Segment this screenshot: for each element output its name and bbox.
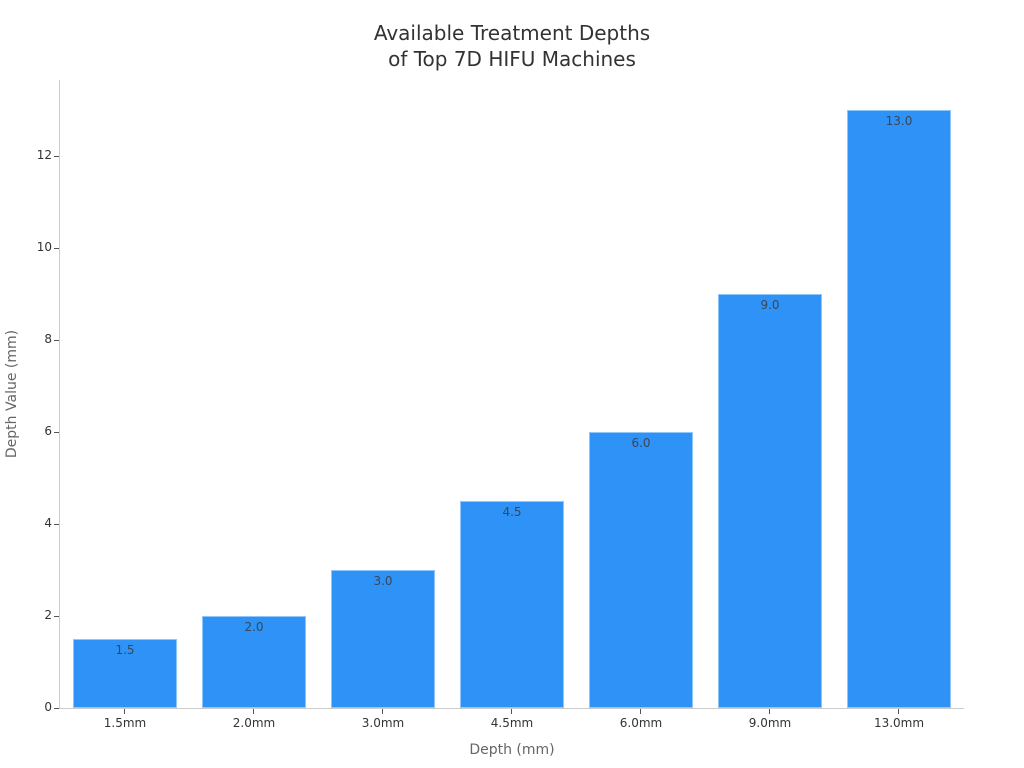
bar-3-0mm: 3.0 xyxy=(331,570,435,708)
y-tick-label: 12 xyxy=(36,148,52,162)
x-tick-label: 6.0mm xyxy=(619,716,663,730)
y-tick xyxy=(54,708,59,709)
x-tick xyxy=(511,709,512,714)
y-tick xyxy=(54,248,59,249)
y-tick-label: 4 xyxy=(44,516,52,530)
bar-value-label: 1.5 xyxy=(115,643,135,657)
y-tick-label: 0 xyxy=(44,700,52,714)
y-axis-title: Depth Value (mm) xyxy=(4,329,20,459)
bar-2-0mm: 2.0 xyxy=(202,616,306,708)
x-tick-label: 4.5mm xyxy=(490,716,534,730)
y-tick-label: 2 xyxy=(44,608,52,622)
y-axis-line xyxy=(59,80,60,709)
bar-value-label: 9.0 xyxy=(760,298,780,312)
y-tick-label: 10 xyxy=(36,240,52,254)
bar-value-label: 6.0 xyxy=(631,436,651,450)
bar-4-5mm: 4.5 xyxy=(460,501,564,708)
x-axis-line xyxy=(59,708,964,709)
chart-title-line-2: of Top 7D HIFU Machines xyxy=(388,47,636,71)
x-tick xyxy=(640,709,641,714)
y-tick xyxy=(54,432,59,433)
y-tick xyxy=(54,524,59,525)
y-tick-label: 8 xyxy=(44,332,52,346)
x-tick-label: 13.0mm xyxy=(873,716,925,730)
y-tick xyxy=(54,340,59,341)
x-tick xyxy=(124,709,125,714)
x-tick xyxy=(898,709,899,714)
x-tick xyxy=(253,709,254,714)
bar-value-label: 3.0 xyxy=(373,574,393,588)
bar-6-0mm: 6.0 xyxy=(589,432,693,708)
bar-13-0mm: 13.0 xyxy=(847,110,951,708)
bar-value-label: 13.0 xyxy=(885,114,913,128)
x-tick-label: 2.0mm xyxy=(232,716,276,730)
bar-value-label: 2.0 xyxy=(244,620,264,634)
x-axis-title: Depth (mm) xyxy=(469,742,555,758)
x-tick-label: 1.5mm xyxy=(103,716,147,730)
x-tick-label: 9.0mm xyxy=(748,716,792,730)
chart-title: Available Treatment Depths of Top 7D HIF… xyxy=(0,20,1024,72)
y-tick-label: 6 xyxy=(44,424,52,438)
x-tick-label: 3.0mm xyxy=(361,716,405,730)
bar-value-label: 4.5 xyxy=(502,505,522,519)
x-tick xyxy=(382,709,383,714)
y-tick xyxy=(54,616,59,617)
chart-title-line-1: Available Treatment Depths xyxy=(373,21,651,45)
x-tick xyxy=(769,709,770,714)
bar-9-0mm: 9.0 xyxy=(718,294,822,708)
y-tick xyxy=(54,156,59,157)
bar-1-5mm: 1.5 xyxy=(73,639,177,708)
